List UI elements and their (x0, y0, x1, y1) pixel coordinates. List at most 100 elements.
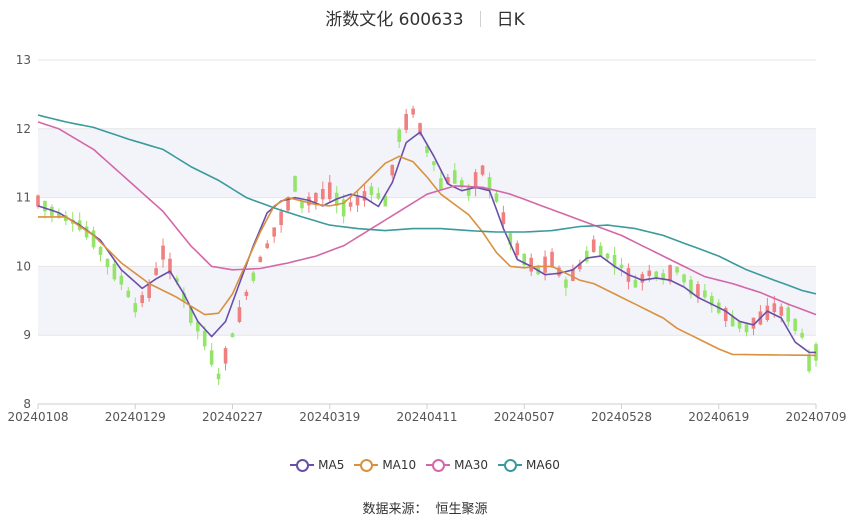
candle-body (133, 303, 138, 313)
candle (279, 208, 283, 233)
data-source: 数据来源： 恒生聚源 (0, 498, 850, 517)
y-tick-label: 10 (16, 259, 31, 273)
candle (640, 271, 645, 291)
y-tick-label: 12 (16, 122, 31, 136)
candle (744, 324, 749, 337)
candle-body (730, 316, 735, 327)
candle-body (452, 170, 457, 184)
candle (480, 164, 485, 177)
period-label: 日K (496, 10, 525, 30)
legend-item-ma60[interactable]: MA60 (498, 458, 560, 472)
candle-body (189, 306, 193, 323)
candle-body (550, 251, 554, 268)
candle (710, 292, 714, 313)
x-axis-ticks: 20240108 20240129 20240227 20240319 20240411… (7, 404, 847, 424)
candle-body (258, 256, 263, 263)
candle-body (598, 245, 603, 256)
candle-body (515, 243, 520, 256)
candle-body (383, 195, 388, 207)
candle (432, 160, 436, 172)
candle (327, 175, 332, 203)
candle-body (744, 324, 749, 333)
candle (487, 172, 492, 199)
candle-body (689, 279, 693, 295)
candle-body (466, 185, 471, 196)
candle-body (633, 279, 638, 288)
candle-body (237, 307, 242, 322)
candle (369, 182, 374, 204)
candle-body (793, 318, 797, 331)
candle (522, 252, 527, 269)
legend-item-ma30[interactable]: MA30 (426, 458, 488, 472)
x-tick-label: 20240227 (202, 410, 263, 424)
candle (814, 342, 818, 367)
candle-body (63, 215, 68, 222)
candle-body (202, 330, 207, 347)
candle-body (487, 177, 492, 191)
candle (598, 242, 603, 257)
source-value: 恒生聚源 (435, 502, 488, 517)
candle (98, 245, 103, 262)
candle-body (126, 290, 131, 298)
legend-item-ma10[interactable]: MA10 (354, 458, 416, 472)
candle (112, 259, 117, 282)
candle-body (161, 245, 165, 260)
chart-title: 浙数文化 600633 日K (0, 5, 850, 30)
candle-body (112, 263, 117, 280)
candle-body (591, 239, 596, 253)
candle-body (751, 317, 756, 329)
candle-body (119, 275, 124, 285)
candle (182, 287, 186, 308)
candle (612, 246, 617, 275)
candle-body (425, 145, 429, 153)
candle-body (230, 333, 235, 338)
candle-body (439, 178, 443, 190)
candle (209, 342, 214, 367)
candle-body (584, 250, 589, 262)
grid-band (38, 266, 816, 336)
candle-body (272, 227, 276, 237)
candle-body (418, 123, 422, 135)
candle-body (807, 354, 811, 372)
legend: MA5 MA10 MA30 MA60 (0, 458, 850, 472)
candle-body (404, 113, 408, 130)
candle (216, 367, 221, 386)
candle-body (779, 306, 784, 316)
candle-body (710, 296, 714, 306)
legend-item-ma5[interactable]: MA5 (290, 458, 344, 472)
candle (619, 257, 624, 277)
candle (439, 170, 443, 191)
candle-body (571, 269, 575, 281)
y-tick-label: 8 (23, 397, 31, 411)
candle-body (244, 291, 249, 296)
candle (230, 332, 235, 338)
x-tick-label: 20240709 (785, 410, 846, 424)
candle-body (50, 206, 54, 216)
candle-body (765, 305, 770, 321)
line-ma30 (37, 121, 817, 316)
moving-average-lines (37, 114, 817, 357)
candle-body (341, 199, 346, 217)
line-ma60 (37, 114, 817, 295)
y-tick-label: 11 (16, 191, 31, 205)
candle (258, 255, 263, 263)
candle-body (348, 202, 353, 207)
candle-body (182, 292, 186, 302)
candle-body (286, 198, 290, 211)
candle (91, 226, 96, 250)
candle (77, 212, 82, 232)
candle-body (279, 211, 283, 226)
candle (404, 109, 408, 134)
x-tick-label: 20240129 (105, 410, 166, 424)
candle-body (459, 180, 464, 188)
candle (105, 258, 110, 275)
candle (452, 163, 457, 184)
candle-body (557, 267, 561, 276)
candle (341, 194, 346, 224)
candle-body (355, 196, 360, 206)
candle (550, 248, 554, 268)
candle (703, 284, 707, 300)
candle (355, 190, 360, 212)
candle (362, 183, 367, 207)
candle-body (703, 290, 707, 298)
